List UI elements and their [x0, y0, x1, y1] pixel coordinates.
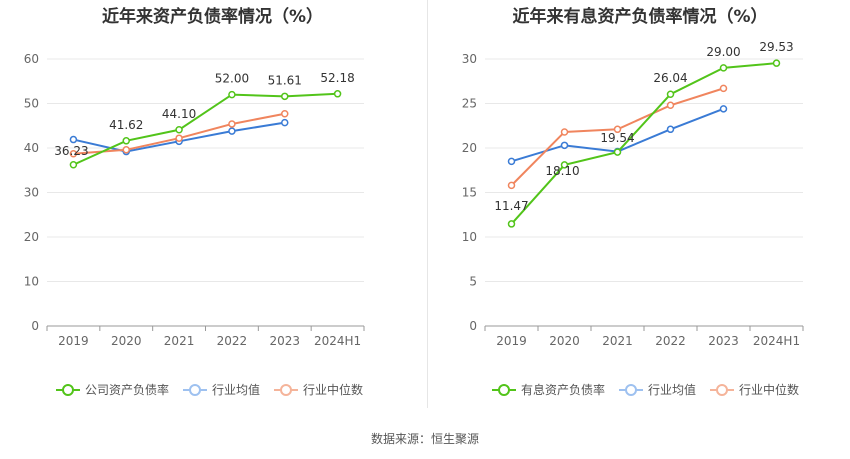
legend-swatch: [56, 383, 80, 396]
y-tick-label: 30: [462, 52, 477, 66]
data-point: [122, 137, 130, 145]
legend-left: 公司资产负债率 行业均值 行业中位数: [56, 381, 377, 399]
data-point: [228, 120, 236, 128]
data-label: 18.10: [545, 164, 579, 178]
x-tick-label: 2024H1: [314, 334, 361, 348]
legend-item[interactable]: 行业均值: [183, 381, 260, 398]
x-tick-label: 2022: [655, 334, 686, 348]
data-point: [69, 150, 78, 158]
data-label: 52.18: [320, 71, 354, 85]
panel-divider: [427, 0, 428, 408]
y-tick-label: 40: [24, 141, 39, 155]
legend-swatch: [274, 383, 299, 396]
x-tick-label: 2022: [217, 334, 248, 348]
chart-title-right: 近年来有息资产负债率情况（%）: [512, 7, 768, 27]
data-label: 29.00: [706, 45, 740, 59]
data-point: [613, 125, 622, 134]
data-point: [719, 64, 728, 72]
legend-label: 行业均值: [648, 383, 697, 397]
y-tick-label: 50: [24, 97, 39, 111]
data-point: [122, 146, 130, 154]
data-label: 44.10: [162, 107, 196, 121]
legend-label: 公司资产负债率: [85, 383, 170, 397]
series-line-0: [73, 92, 338, 166]
data-point: [281, 109, 289, 118]
chart-panel-left: 近年来资产负债率情况（%） 0 10 20 30 40 50 60 2019 2020 2021 2…: [0, 0, 425, 410]
data-point: [228, 127, 236, 135]
x-tick-label: 2023: [269, 334, 300, 348]
legend-item[interactable]: 行业中位数: [274, 381, 363, 398]
data-point: [666, 101, 675, 110]
x-tick-label: 2021: [164, 334, 195, 348]
data-point: [228, 90, 236, 99]
data-point: [281, 92, 289, 101]
data-point: [560, 128, 569, 136]
y-tick-label: 20: [24, 230, 39, 244]
chart-right: 0 5 10 15 20 25 30 2019 2020 2021 2022 2023 2024H1 11…: [462, 40, 804, 348]
data-point: [69, 135, 78, 144]
x-tick-label: 2024H1: [753, 334, 800, 348]
data-point: [69, 161, 78, 169]
legend-item[interactable]: 行业均值: [619, 381, 696, 398]
legend-item[interactable]: 有息资产负债率: [492, 381, 605, 398]
data-label: 11.47: [494, 199, 528, 213]
series-line-0: [510, 62, 777, 225]
data-point: [507, 181, 516, 190]
data-label: 52.00: [215, 72, 249, 86]
y-tick-label: 60: [24, 52, 39, 66]
data-label: 36.23: [54, 144, 88, 158]
data-point: [175, 134, 183, 142]
data-point: [666, 125, 675, 134]
data-point: [333, 90, 342, 98]
data-point: [560, 161, 569, 169]
legend-label: 行业中位数: [739, 383, 800, 397]
data-label: 41.62: [109, 118, 143, 132]
data-point: [772, 59, 781, 67]
x-tick-label: 2023: [708, 334, 739, 348]
data-point: [175, 126, 183, 134]
y-tick-label: 0: [31, 319, 39, 333]
y-tick-label: 10: [24, 275, 39, 289]
legend-label: 行业均值: [212, 383, 261, 397]
data-point: [560, 141, 569, 150]
data-point: [281, 118, 289, 127]
legend-swatch: [183, 383, 208, 396]
data-label: 51.61: [268, 73, 302, 87]
data-point: [666, 90, 675, 98]
legend-swatch: [710, 383, 735, 396]
data-point: [507, 157, 516, 166]
data-label: 29.53: [759, 40, 793, 54]
data-point: [507, 220, 516, 228]
x-tick-label: 2019: [58, 334, 89, 348]
y-tick-label: 20: [462, 141, 477, 155]
data-label: 26.04: [653, 71, 687, 85]
legend-swatch: [492, 383, 516, 396]
legend-item[interactable]: 公司资产负债率: [56, 381, 169, 398]
y-tick-label: 30: [24, 186, 39, 200]
data-label: 19.54: [600, 131, 634, 145]
legend-label: 行业中位数: [303, 383, 364, 397]
y-tick-label: 0: [469, 319, 477, 333]
data-source-note: 数据来源：恒生聚源: [370, 432, 479, 446]
data-point: [719, 105, 728, 113]
chart-left: 0 10 20 30 40 50 60 2019 2020 2021 2022 2023 2024H1 3…: [24, 52, 365, 348]
chart-panel-right: 近年来有息资产负债率情况（%） 0 5 10 15 20 25 30 2019 2020 2021…: [430, 0, 850, 410]
y-tick-label: 10: [462, 230, 477, 244]
y-tick-label: 5: [469, 275, 477, 289]
legend-swatch: [619, 383, 644, 396]
legend-label: 有息资产负债率: [521, 383, 606, 397]
y-tick-label: 15: [462, 186, 477, 200]
x-tick-label: 2020: [111, 334, 142, 348]
y-tick-label: 25: [462, 97, 477, 111]
x-tick-label: 2019: [496, 334, 527, 348]
chart-title-left: 近年来资产负债率情况（%）: [101, 7, 324, 27]
legend-right: 有息资产负债率 行业均值 行业中位数: [492, 381, 813, 399]
x-tick-label: 2021: [602, 334, 633, 348]
data-point: [719, 84, 728, 93]
x-tick-label: 2020: [549, 334, 580, 348]
data-point: [613, 148, 622, 156]
legend-item[interactable]: 行业中位数: [710, 381, 799, 398]
